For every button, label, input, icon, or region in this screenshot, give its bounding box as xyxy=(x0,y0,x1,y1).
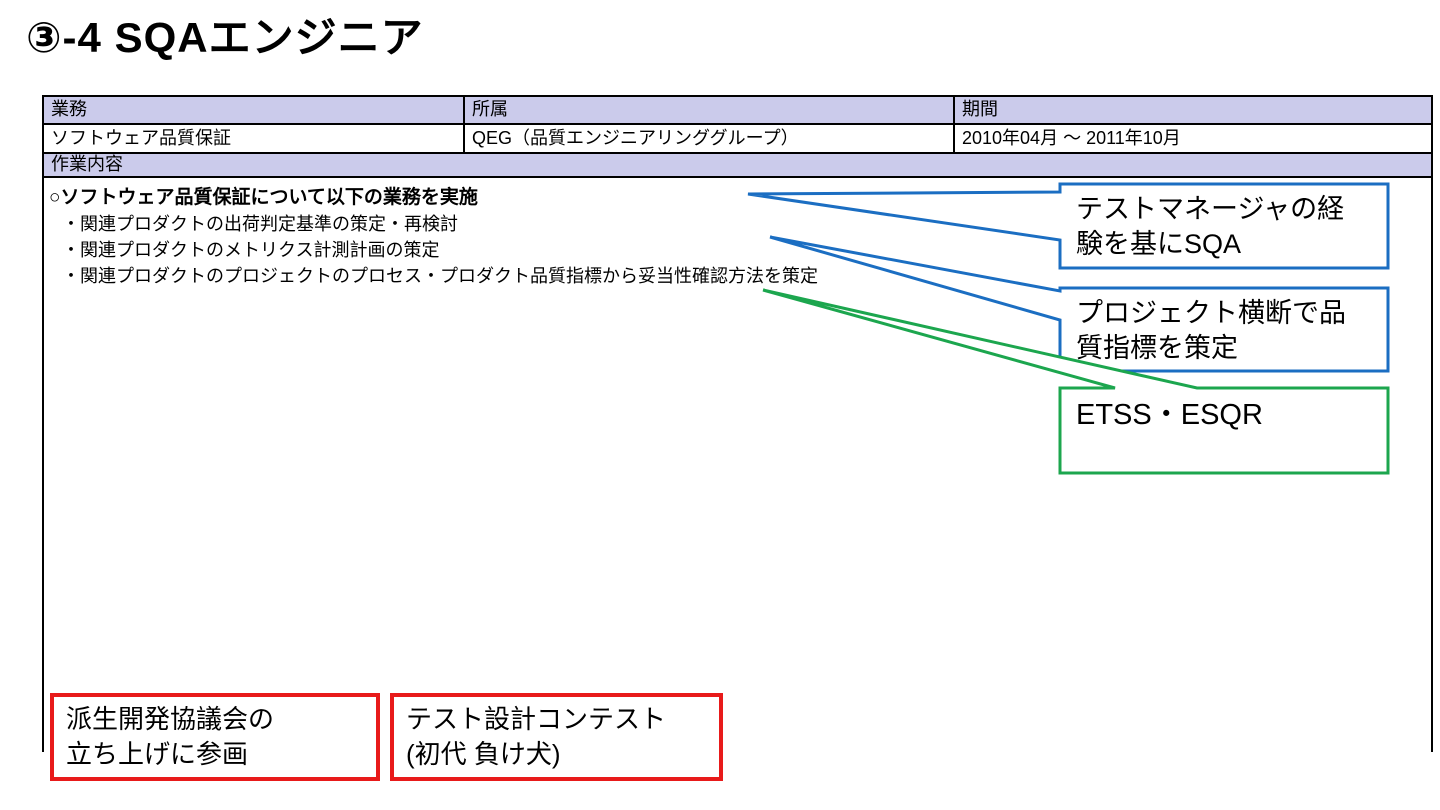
cell-period: 2010年04月 ～ 2011年10月 xyxy=(955,125,1431,152)
header-affiliation: 所属 xyxy=(465,97,955,123)
cell-affiliation: QEG（品質エンジニアリンググループ） xyxy=(465,125,955,152)
content-bullet: ・関連プロダクトの出荷判定基準の策定・再検討 xyxy=(62,214,458,234)
callout-line: 質指標を策定 xyxy=(1076,333,1238,363)
note-box-test-design-contest: テスト設計コンテスト (初代 負け犬) xyxy=(390,693,723,781)
note-line: テスト設計コンテスト xyxy=(406,704,667,734)
callout-text-cross-project: プロジェクト横断で品 質指標を策定 xyxy=(1076,296,1346,366)
callout-text-etss-esqr: ETSS・ESQR xyxy=(1076,398,1263,433)
header-work: 業務 xyxy=(44,97,465,123)
callout-line: ETSS・ESQR xyxy=(1076,399,1263,431)
note-line: (初代 負け犬) xyxy=(406,739,561,769)
note-box-hasei-kaihatsu: 派生開発協議会の 立ち上げに参画 xyxy=(50,693,380,781)
callout-line: 験を基にSQA xyxy=(1076,229,1242,259)
callout-text-test-manager: テストマネージャの経 験を基にSQA xyxy=(1076,192,1344,262)
cell-work: ソフトウェア品質保証 xyxy=(44,125,465,152)
table-data-row: ソフトウェア品質保証 QEG（品質エンジニアリンググループ） 2010年04月 … xyxy=(44,125,1431,154)
callout-line: プロジェクト横断で品 xyxy=(1076,298,1346,328)
section-label: 作業内容 xyxy=(51,154,123,174)
table-header-row: 業務 所属 期間 xyxy=(44,97,1431,125)
note-line: 派生開発協議会の xyxy=(66,704,275,734)
note-line: 立ち上げに参画 xyxy=(66,739,249,769)
content-bullet: ・関連プロダクトのプロジェクトのプロセス・プロダクト品質指標から妥当性確認方法を… xyxy=(62,266,818,286)
page-title: ③-4 SQAエンジニア xyxy=(26,14,424,61)
content-bullet: ・関連プロダクトのメトリクス計測計画の策定 xyxy=(62,240,440,260)
callout-line: テストマネージャの経 xyxy=(1076,194,1345,224)
work-content-cell: ○ソフトウェア品質保証について以下の業務を実施 ・関連プロダクトの出荷判定基準の… xyxy=(44,178,1431,752)
header-period: 期間 xyxy=(962,99,998,119)
content-heading: ○ソフトウェア品質保証について以下の業務を実施 xyxy=(49,187,478,208)
section-header-row: 作業内容 xyxy=(44,154,1431,178)
